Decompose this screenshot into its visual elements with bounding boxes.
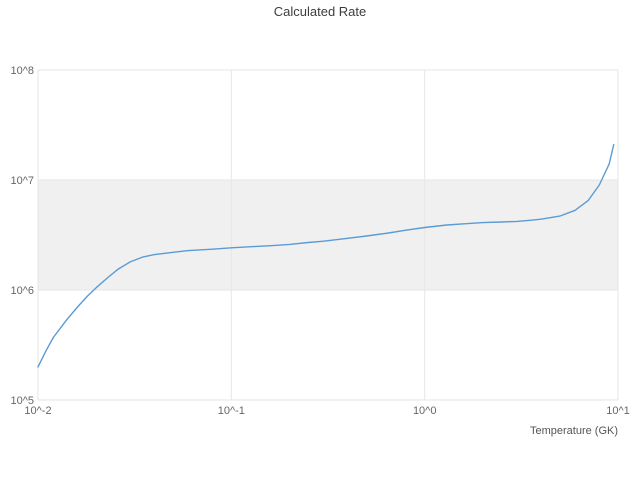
x-tick-label: 10^1 (606, 405, 630, 417)
y-tick-label: 10^5 (10, 395, 34, 407)
x-tick-label: 10^0 (413, 405, 437, 417)
x-tick-label: 10^-1 (218, 405, 245, 417)
x-tick-label: 10^-2 (24, 405, 51, 417)
chart-title: Calculated Rate (273, 4, 367, 19)
y-tick-label: 10^8 (10, 65, 34, 77)
y-tick-label: 10^7 (10, 175, 34, 187)
highlight-band (38, 180, 618, 290)
rate-curve (37, 143, 615, 368)
y-tick-label: 10^6 (10, 285, 34, 297)
x-axis-label: Temperature (GK) (529, 425, 618, 437)
